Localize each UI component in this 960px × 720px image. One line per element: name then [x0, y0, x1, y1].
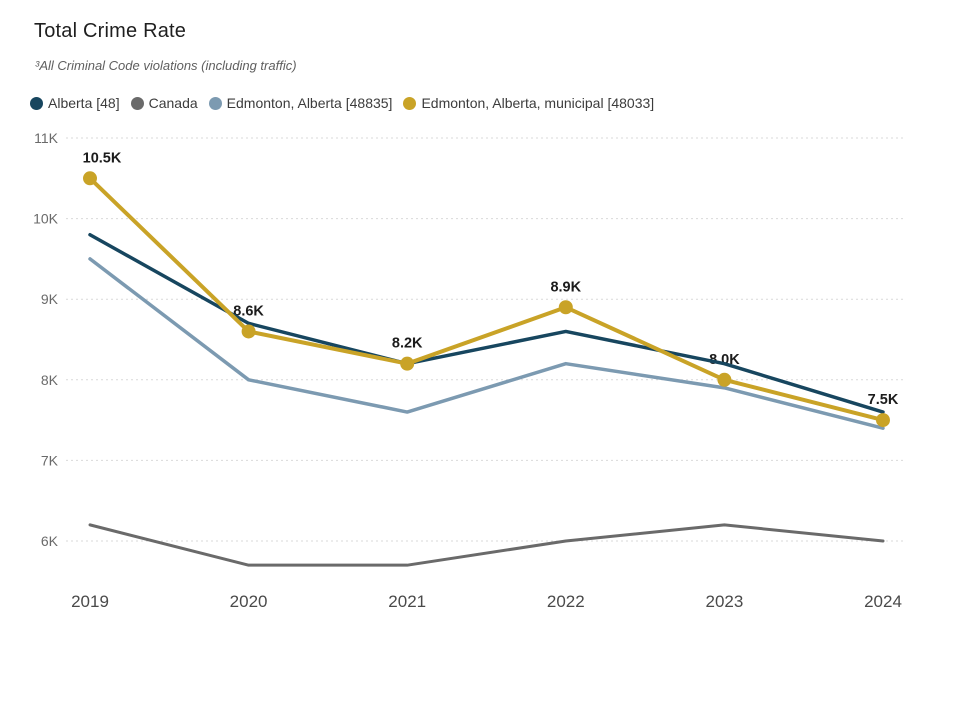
y-axis-tick-label: 8K: [41, 372, 59, 388]
legend-dot-icon: [30, 96, 43, 110]
y-axis-tick-label: 9K: [41, 291, 59, 307]
legend-label: Edmonton, Alberta, municipal [48033]: [421, 95, 655, 111]
legend-item-alberta[interactable]: Alberta [48]: [30, 95, 120, 111]
data-point-label: 8.6K: [233, 303, 264, 319]
legend-item-canada[interactable]: Canada: [130, 95, 198, 111]
legend-item-edmonton[interactable]: Edmonton, Alberta [48835]: [208, 95, 393, 111]
legend-label: Canada: [148, 95, 198, 111]
data-point-marker[interactable]: [83, 171, 97, 186]
data-point-label: 8.9K: [550, 279, 581, 295]
line-chart-plot-area: 6K 7K 8K 9K 10K 11K 2019 2020 2021 2022 2023 2024 10…: [33, 130, 906, 611]
data-point-marker[interactable]: [558, 300, 573, 315]
page-title: Total Crime Rate: [34, 20, 187, 42]
legend-label: Edmonton, Alberta [48835]: [226, 95, 393, 111]
data-point-marker[interactable]: [400, 356, 415, 371]
data-point-marker[interactable]: [876, 413, 890, 428]
legend-item-edmonton-municipal[interactable]: Edmonton, Alberta, municipal [48033]: [403, 95, 654, 111]
x-axis-tick-label: 2024: [864, 592, 902, 611]
legend-dot-icon: [130, 96, 144, 110]
y-axis-tick-label: 6K: [41, 533, 59, 549]
data-point-marker[interactable]: [717, 372, 732, 387]
x-axis-tick-label: 2021: [388, 592, 426, 611]
data-point-label: 10.5K: [83, 150, 122, 166]
series-line-3[interactable]: [88, 257, 885, 430]
legend-label: Alberta [48]: [48, 95, 120, 111]
chart-legend: Alberta [48] Canada Edmonton, Alberta [4…: [30, 95, 654, 111]
data-point-label: 7.5K: [868, 392, 899, 408]
data-point-marker[interactable]: [241, 324, 256, 339]
chart-subtitle: ³All Criminal Code violations (including…: [35, 58, 297, 73]
x-axis-tick-label: 2022: [547, 592, 585, 611]
data-point-label: 8.2K: [392, 336, 423, 352]
series-line-1[interactable]: [88, 232, 885, 414]
legend-dot-icon: [208, 96, 222, 110]
x-axis-tick-label: 2019: [71, 592, 109, 611]
legend-dot-icon: [403, 96, 417, 110]
series-line-4[interactable]: [88, 176, 885, 423]
y-axis-tick-label: 7K: [41, 452, 59, 468]
series-line-2[interactable]: [88, 523, 885, 567]
x-axis-tick-label: 2023: [705, 592, 743, 611]
x-axis-tick-label: 2020: [230, 592, 268, 611]
y-axis-tick-label: 11K: [34, 130, 59, 146]
y-axis-tick-label: 10K: [33, 211, 59, 227]
